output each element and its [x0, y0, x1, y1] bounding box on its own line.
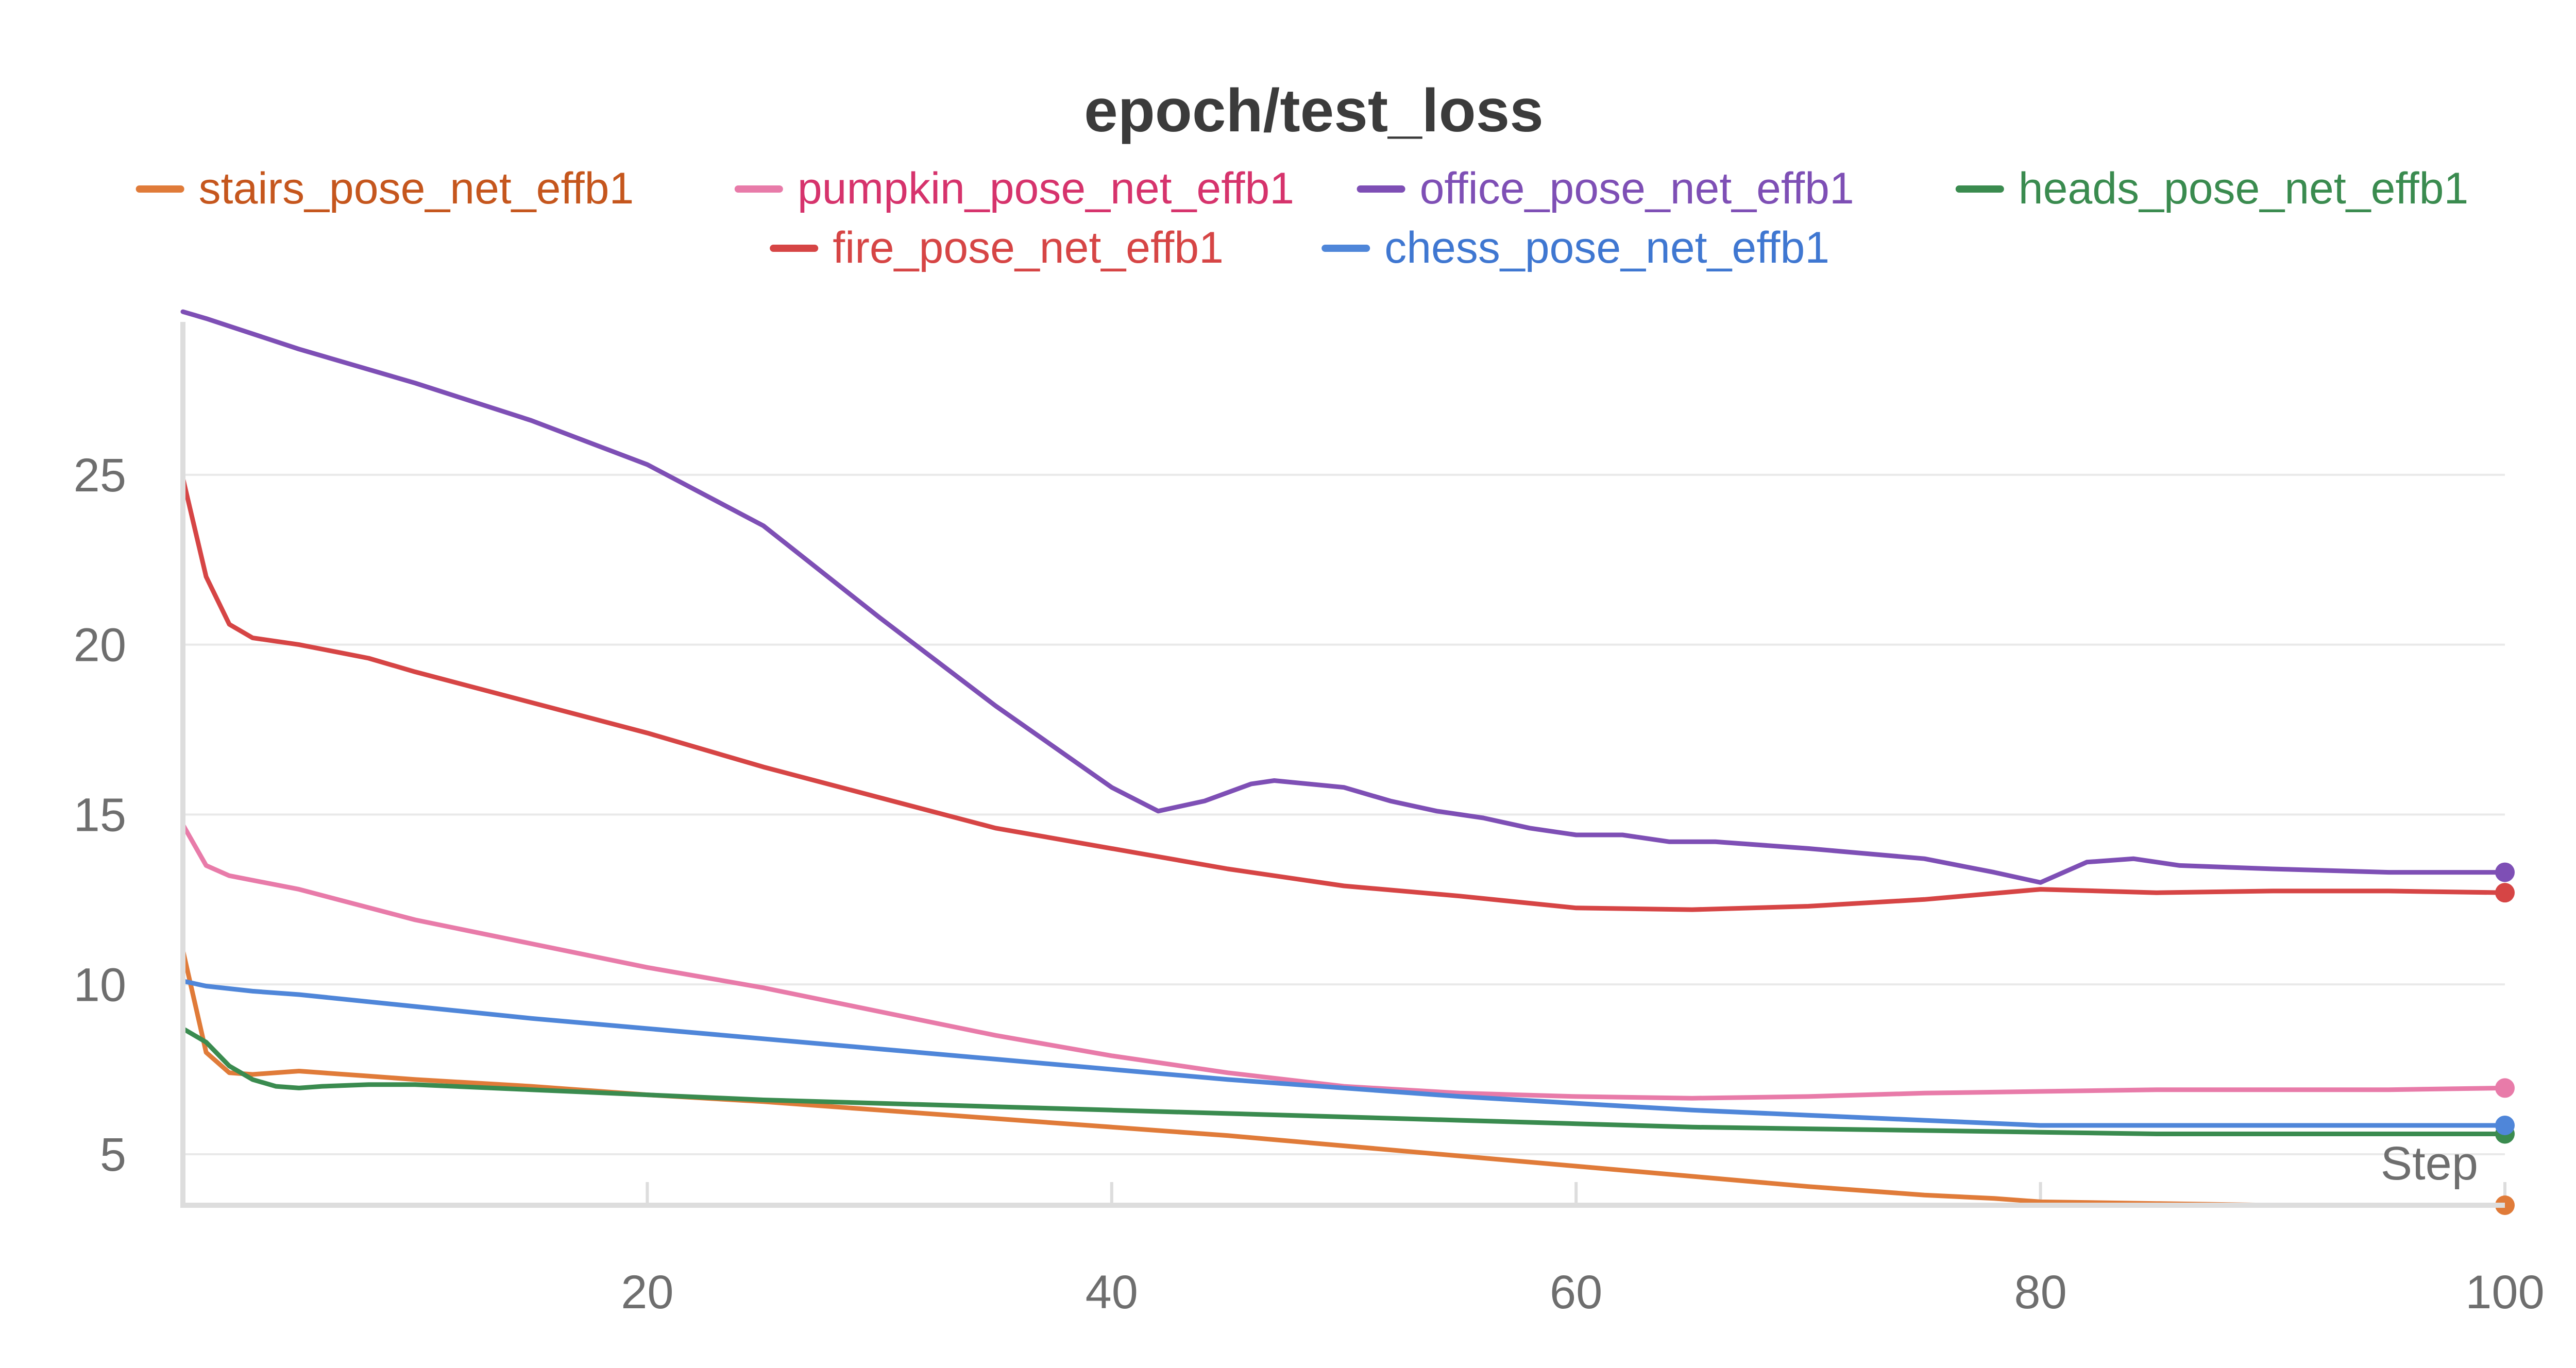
- legend-item[interactable]: chess_pose_net_effb1: [1321, 223, 1829, 272]
- x-tick-label: 80: [2014, 1266, 2066, 1319]
- x-tick-label: 100: [2465, 1266, 2545, 1319]
- x-tick-label: 40: [1086, 1266, 1138, 1319]
- grid-lines: [183, 473, 2505, 1156]
- series-endpoint-fire_pose_net_effb1: [2495, 883, 2515, 903]
- y-tick-label: 25: [74, 449, 126, 502]
- y-tick-label: 5: [100, 1128, 126, 1181]
- legend-item[interactable]: office_pose_net_effb1: [1357, 164, 1854, 213]
- legend: stairs_pose_net_effb1 pumpkin_pose_net_ef…: [135, 164, 2469, 272]
- legend-label: pumpkin_pose_net_effb1: [798, 164, 1294, 213]
- y-tick-label: 10: [74, 959, 126, 1011]
- legend-label: heads_pose_net_effb1: [2019, 164, 2469, 213]
- series-lines: [180, 309, 2507, 1208]
- series-endpoint-chess_pose_net_effb1: [2495, 1115, 2515, 1135]
- series-endpoints: [2495, 862, 2515, 1215]
- legend-item[interactable]: stairs_pose_net_effb1: [135, 164, 634, 213]
- y-axis-ticks: 5 10 15 20 25: [74, 449, 126, 1181]
- legend-item[interactable]: pumpkin_pose_net_effb1: [734, 164, 1294, 213]
- legend-label: stairs_pose_net_effb1: [199, 164, 634, 213]
- chart-title: epoch/test_loss: [1084, 77, 1544, 145]
- series-line-heads_pose_net_effb1: [180, 1026, 2507, 1136]
- series-line-fire_pose_net_effb1: [180, 475, 2507, 912]
- legend-label: office_pose_net_effb1: [1420, 164, 1854, 213]
- series-line-pumpkin_pose_net_effb1: [180, 822, 2507, 1101]
- series-line-office_pose_net_effb1: [180, 309, 2507, 885]
- x-axis-label: Step: [2381, 1137, 2478, 1190]
- y-tick-label: 15: [74, 789, 126, 841]
- x-tick-label: 60: [1550, 1266, 1602, 1319]
- y-tick-label: 20: [74, 619, 126, 672]
- legend-label: chess_pose_net_effb1: [1384, 223, 1829, 272]
- legend-item[interactable]: fire_pose_net_effb1: [770, 223, 1224, 272]
- series-endpoint-office_pose_net_effb1: [2495, 862, 2515, 882]
- series-endpoint-pumpkin_pose_net_effb1: [2495, 1078, 2515, 1098]
- series-line-stairs_pose_net_effb1: [180, 948, 2275, 1208]
- x-tick-label: 20: [621, 1266, 673, 1319]
- series-line-chess_pose_net_effb1: [180, 979, 2507, 1128]
- legend-label: fire_pose_net_effb1: [833, 223, 1224, 272]
- legend-item[interactable]: heads_pose_net_effb1: [1955, 164, 2469, 213]
- x-axis-ticks: 20 40 60 80 100: [621, 1182, 2545, 1319]
